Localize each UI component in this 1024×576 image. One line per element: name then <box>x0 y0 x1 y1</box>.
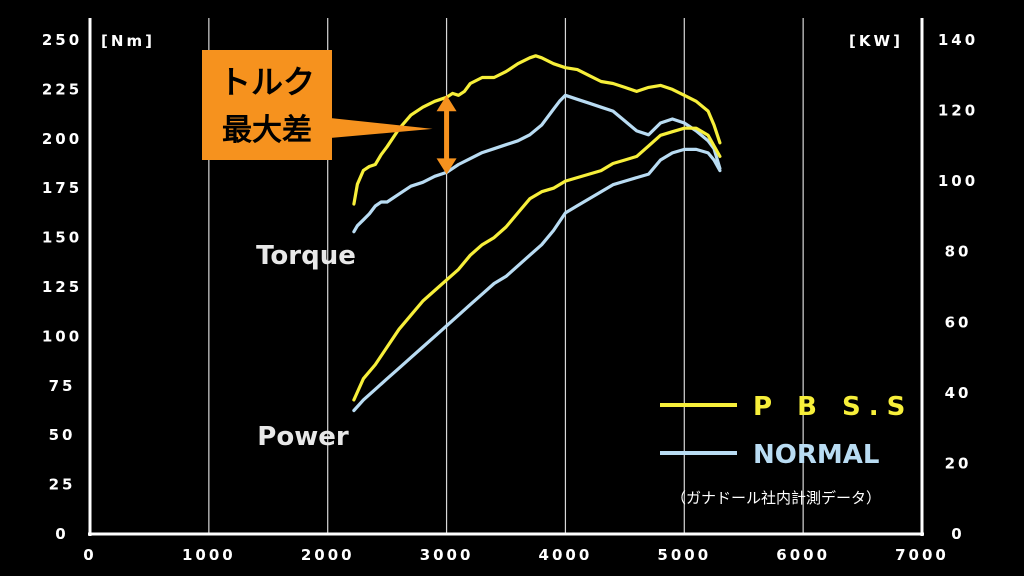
y-left-tick-label: 0 <box>55 525 68 543</box>
callout-arrow-head-down <box>436 158 457 175</box>
x-tick-label: 1000 <box>182 546 236 564</box>
y-left-tick-label: 125 <box>42 278 82 296</box>
y-left-tick-label: 250 <box>42 31 82 49</box>
y-left-tick-label: 175 <box>42 179 82 197</box>
y-right-tick-label: 140 <box>938 31 978 49</box>
y-right-tick-label: 0 <box>951 525 964 543</box>
x-tick-label: 0 <box>83 546 96 564</box>
torque-label: Torque <box>256 241 356 271</box>
series-line-torque-pbss <box>352 54 722 206</box>
y-left-tick-label: 75 <box>49 377 76 395</box>
y-right-tick-label: 100 <box>938 172 978 190</box>
legend-label-normal: NORMAL <box>753 440 879 470</box>
y-right-tick-label: 20 <box>945 454 972 472</box>
x-tick-label: 7000 <box>895 546 949 564</box>
y-right-tick-label: 60 <box>945 313 972 331</box>
callout-pointer <box>330 118 433 138</box>
y-right-tick-label: 120 <box>938 102 978 120</box>
y-left-tick-label: 150 <box>42 229 82 247</box>
y-left-tick-label: 50 <box>49 426 76 444</box>
y-left-unit: [Nm] <box>101 32 155 50</box>
power-label: Power <box>257 422 349 452</box>
data-source-note: （ガナドール社内計測データ） <box>671 489 881 507</box>
series-line-power-pbss <box>352 126 722 402</box>
x-tick-label: 2000 <box>301 546 355 564</box>
y-left-tick-label: 25 <box>49 476 76 494</box>
callout-box <box>202 50 332 160</box>
y-right-unit: [KW] <box>849 32 903 50</box>
legend-label-pbss: P B S.S <box>753 392 913 422</box>
y-left-tick-label: 100 <box>42 327 82 345</box>
callout-line1: トルク <box>219 63 315 101</box>
callout-arrow-head-up <box>436 95 457 112</box>
series-line-power-normal <box>352 147 722 413</box>
x-tick-label: 3000 <box>420 546 474 564</box>
callout-line2: 最大差 <box>222 113 312 148</box>
y-right-tick-label: 80 <box>945 243 972 261</box>
x-tick-label: 5000 <box>657 546 711 564</box>
y-left-tick-label: 200 <box>42 130 82 148</box>
x-tick-label: 4000 <box>539 546 593 564</box>
y-left-tick-label: 225 <box>42 80 82 98</box>
series-line-torque-normal <box>352 93 722 234</box>
x-tick-label: 6000 <box>776 546 830 564</box>
y-right-tick-label: 40 <box>945 384 972 402</box>
